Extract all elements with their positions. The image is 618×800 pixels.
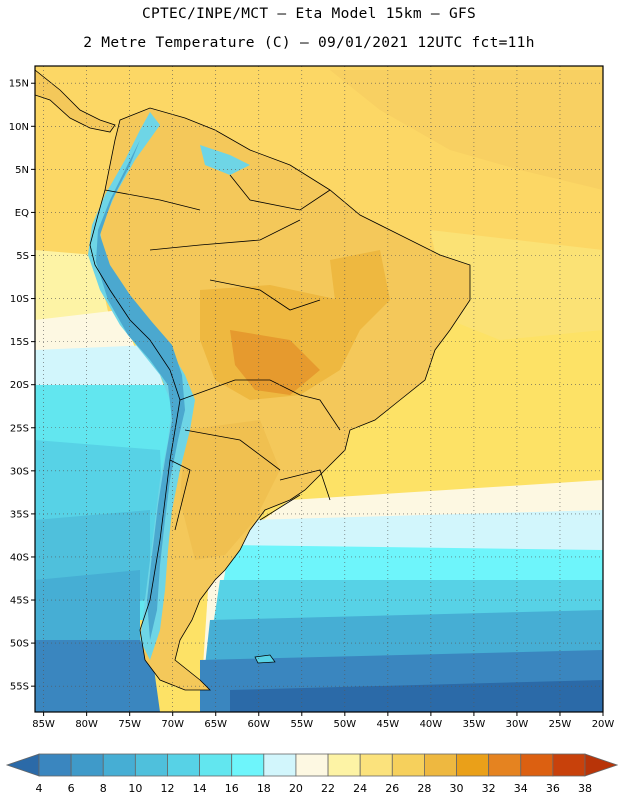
colorbar-swatch <box>391 753 425 777</box>
lat-tick-label: 5N <box>15 165 29 176</box>
colorbar-label: 10 <box>128 782 142 795</box>
colorbar-label: 22 <box>321 782 335 795</box>
lon-tick-label: 40W <box>420 719 443 730</box>
colorbar-label: 8 <box>100 782 107 795</box>
colorbar-max-arrow <box>584 753 618 777</box>
colorbar-swatch <box>199 753 233 777</box>
colorbar-label: 14 <box>193 782 207 795</box>
map-field <box>35 66 603 712</box>
colorbar-swatch <box>520 753 554 777</box>
lat-tick-label: 20S <box>10 380 29 391</box>
lon-tick-label: 85W <box>32 719 55 730</box>
colorbar-label: 16 <box>225 782 239 795</box>
lat-tick-label: 45S <box>10 596 29 607</box>
colorbar-swatch <box>552 753 586 777</box>
longitude-axis: 85W 80W 75W 70W 65W 60W 55W 50W 45W 40W 35W 30W 25W 2… <box>32 712 614 730</box>
colorbar-label: 32 <box>482 782 496 795</box>
colorbar-label: 24 <box>353 782 367 795</box>
colorbar-label: 20 <box>289 782 303 795</box>
graticule <box>35 66 603 712</box>
lon-tick-label: 25W <box>549 719 572 730</box>
lon-tick-label: 60W <box>247 719 270 730</box>
colorbar-swatch <box>231 753 265 777</box>
lat-tick-label: 55S <box>10 682 29 693</box>
andes-cold-ridge <box>88 112 195 660</box>
lon-tick-label: 50W <box>334 719 357 730</box>
lat-tick-label: 15S <box>10 337 29 348</box>
colorbar-swatch <box>359 753 393 777</box>
lat-tick-label: 25S <box>10 423 29 434</box>
colorbar-min-arrow <box>5 753 40 777</box>
map-title: CPTEC/INPE/MCT – Eta Model 15km – GFS <box>141 6 477 22</box>
colorbar-swatch <box>102 753 136 777</box>
lat-tick-label: 35S <box>10 509 29 520</box>
latitude-axis: 15N 10N 5N EQ 5S 10S 15S 20S 25S 30S 35S 40S 45S 50S 5… <box>9 79 35 693</box>
lon-tick-label: 70W <box>161 719 184 730</box>
colorbar-swatch <box>424 753 457 777</box>
lat-tick-label: 40S <box>10 552 29 563</box>
map-subtitle: 2 Metre Temperature (C) – 09/01/2021 12U… <box>83 35 535 51</box>
colorbar-label: 18 <box>257 782 271 795</box>
colorbar-swatch <box>456 753 490 777</box>
lon-tick-label: 20W <box>592 719 615 730</box>
lat-tick-label: 30S <box>10 466 29 477</box>
central-america <box>35 69 116 133</box>
colorbar-swatch <box>488 753 522 777</box>
colorbar-swatch <box>295 753 329 777</box>
colorbar-label: 26 <box>385 782 399 795</box>
colorbar-swatch <box>70 753 104 777</box>
lat-tick-label: 10N <box>9 122 29 133</box>
warm-atlantic-north <box>330 70 603 190</box>
lat-tick-label: 15N <box>9 79 29 90</box>
lon-tick-label: 55W <box>290 719 313 730</box>
lat-tick-label: 10S <box>10 294 29 305</box>
colorbar-label: 36 <box>546 782 560 795</box>
colorbar-label: 6 <box>68 782 75 795</box>
colorbar <box>5 753 618 777</box>
colorbar-label: 4 <box>36 782 43 795</box>
lat-tick-label: 50S <box>10 639 29 650</box>
colorbar-swatch <box>327 753 361 777</box>
falkland-islands <box>254 654 276 664</box>
lon-tick-label: 30W <box>506 719 529 730</box>
colorbar-swatch <box>167 753 200 777</box>
lon-tick-label: 80W <box>75 719 98 730</box>
lon-tick-label: 45W <box>377 719 400 730</box>
lon-tick-label: 75W <box>118 719 141 730</box>
colorbar-label: 12 <box>160 782 174 795</box>
lon-tick-label: 65W <box>204 719 227 730</box>
colorbar-label: 34 <box>514 782 528 795</box>
lat-tick-label: 5S <box>16 251 29 262</box>
colorbar-swatch <box>134 753 168 777</box>
colorbar-label: 38 <box>578 782 592 795</box>
colorbar-labels: 4 6 8 10 12 14 16 18 20 22 24 26 28 30 32 34 36 38 <box>36 782 593 795</box>
lat-tick-label: EQ <box>15 208 29 219</box>
map-frame <box>34 65 604 713</box>
colorbar-swatch <box>263 753 297 777</box>
lon-tick-label: 35W <box>463 719 486 730</box>
colorbar-label: 28 <box>417 782 431 795</box>
colorbar-swatch <box>38 753 72 777</box>
colorbar-label: 30 <box>450 782 464 795</box>
